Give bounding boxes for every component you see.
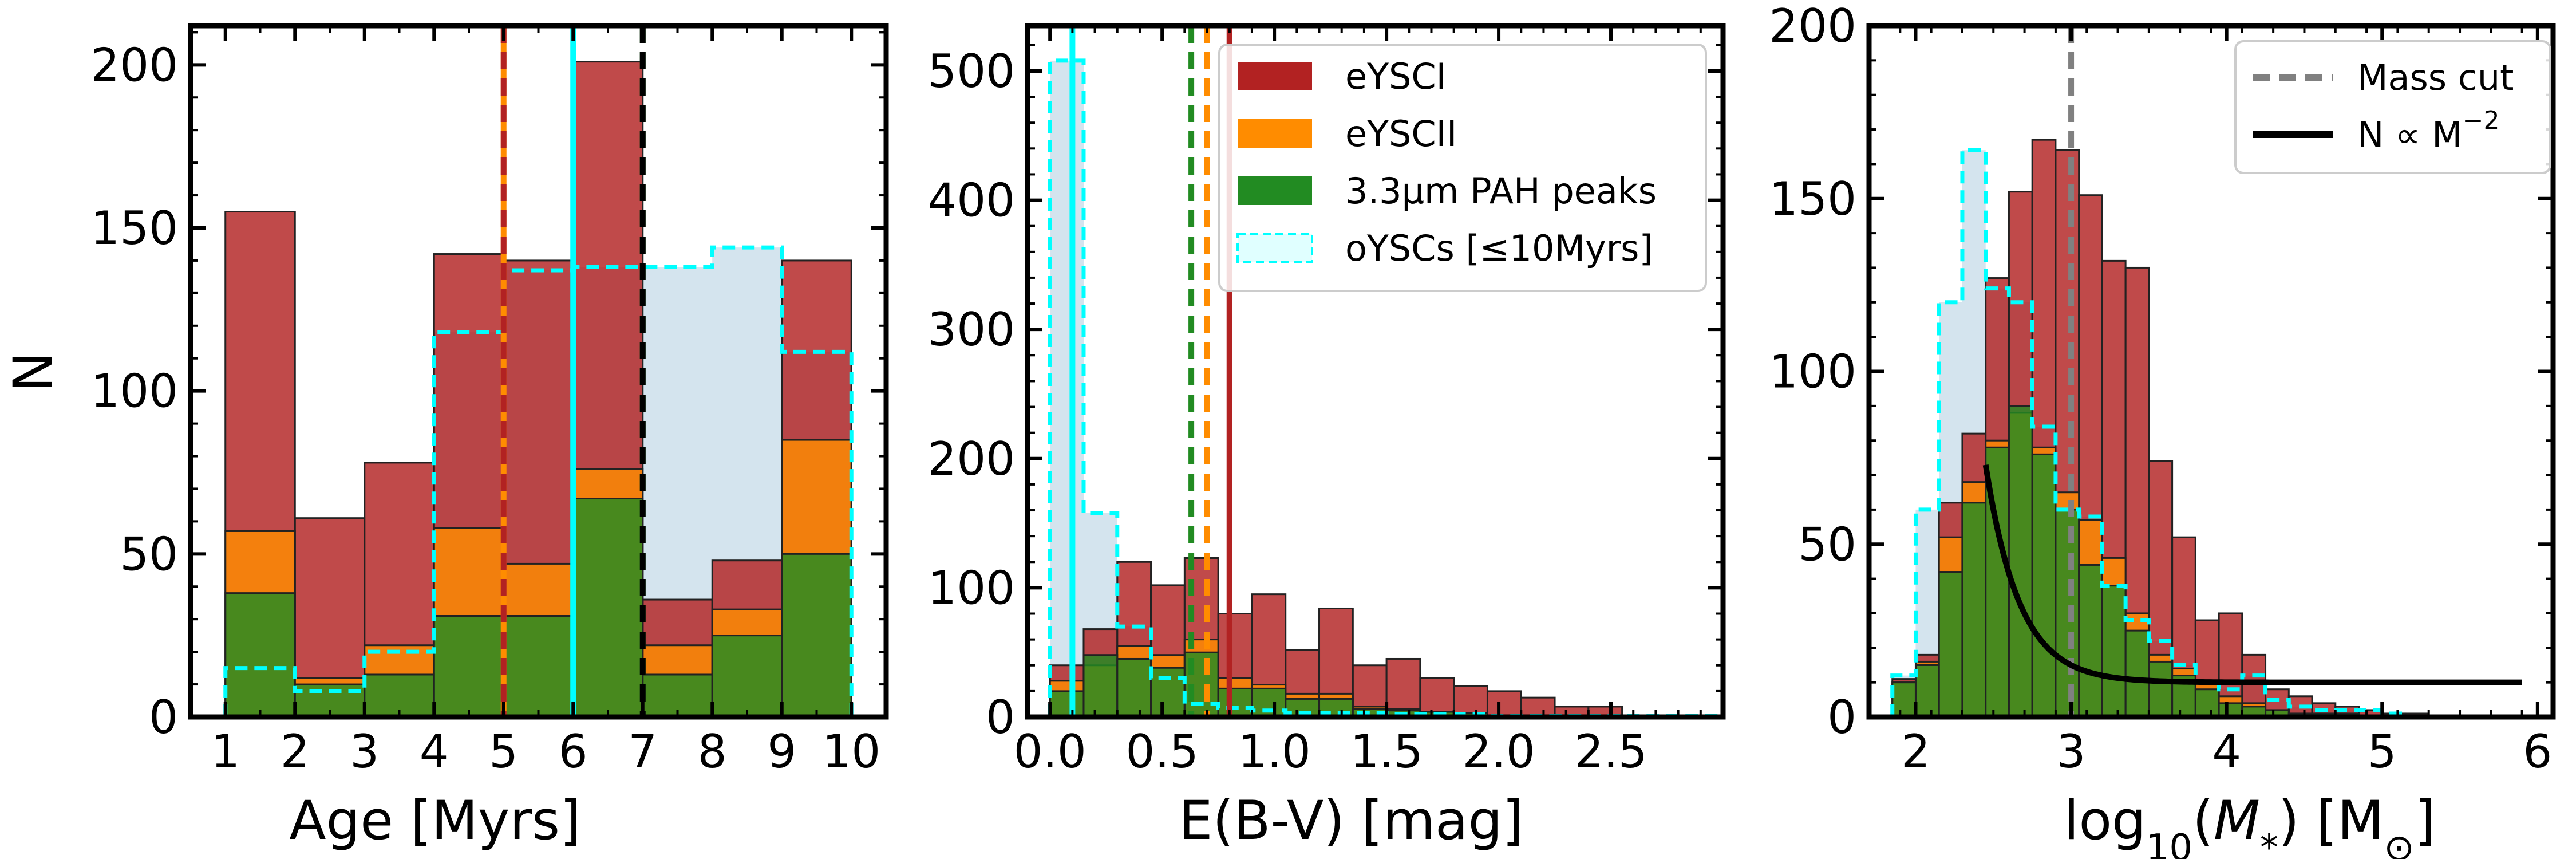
mass-ytick-label: 200: [1769, 0, 1856, 53]
mass-xtick-label: 6: [2523, 725, 2552, 778]
age-xtick-label: 1: [211, 725, 240, 778]
ebv-bar-pah: [1150, 667, 1186, 717]
mass-x-axis-label: log10(M*) [M⊙]: [2064, 790, 2435, 859]
age-xtick-label: 5: [489, 725, 518, 778]
legend-label-powerlaw: N ∝ M−2: [2357, 106, 2499, 156]
ebv-ytick-label: 200: [927, 432, 1015, 486]
ebv-x-axis-label: E(B-V) [mag]: [1179, 790, 1523, 852]
ebv-bar-pah: [1217, 687, 1253, 717]
ebv-bar-pah: [1082, 654, 1119, 717]
ebv-bar-eysci: [1453, 685, 1488, 717]
legend-label-pah: 3.3μm PAH peaks: [1345, 170, 1657, 212]
age-ytick-label: 0: [149, 691, 178, 744]
mass-oysc-outline: [1890, 148, 2429, 717]
ebv-xtick-label: 2.0: [1462, 725, 1535, 778]
age-bar-pah: [433, 615, 505, 717]
ebv-ytick-label: 300: [927, 303, 1015, 356]
ebv-ytick-label: 0: [986, 691, 1015, 744]
age-xtick-label: 4: [420, 725, 449, 778]
ebv-xtick-label: 1.0: [1238, 725, 1311, 778]
mass-bar-pah: [1914, 664, 1940, 717]
legend-label-mass-cut: Mass cut: [2357, 57, 2514, 98]
age-xtick-label: 3: [350, 725, 379, 778]
legend-swatch-eyscII: [1238, 119, 1312, 148]
mass-ytick-label: 50: [1798, 518, 1856, 571]
age-xtick-label: 9: [767, 725, 796, 778]
mass-xtick-label: 4: [2212, 725, 2241, 778]
age-xtick-label: 10: [822, 725, 880, 778]
ebv-xtick-label: 0.5: [1126, 725, 1199, 778]
mass-xtick-label: 5: [2368, 725, 2397, 778]
mass-bar-pah: [2148, 660, 2174, 717]
ebv-xtick-label: 2.5: [1574, 725, 1647, 778]
age-xtick-label: 2: [280, 725, 310, 778]
age-data: [223, 26, 854, 717]
age-xtick-label: 7: [628, 725, 657, 778]
legend-swatch-pah: [1238, 176, 1312, 205]
ebv-bar-eysci: [1486, 690, 1522, 717]
mass-data: [1890, 26, 2522, 717]
mass-bar-pah: [1938, 571, 1963, 717]
ebv-xtick-label: 0.0: [1014, 725, 1086, 778]
legend-label-eyscI: eYSCI: [1345, 56, 1447, 97]
mass-xtick-label: 3: [2057, 725, 2086, 778]
ebv-bar-pah: [1116, 657, 1152, 717]
ebv-bar-pah: [1049, 690, 1085, 717]
age-y-axis-label: N: [2, 352, 65, 392]
age-ytick-label: 200: [90, 38, 178, 92]
mass-bar-pah: [1891, 681, 1917, 717]
age-ytick-label: 150: [90, 202, 178, 255]
ebv-xtick-label: 1.5: [1350, 725, 1423, 778]
mass-histogram-panel: 2 3 4 5 6 0 50 100 150 200 log10(M*) [M⊙] Mass cu…: [1769, 0, 2556, 859]
ebv-bar-eysci: [1419, 677, 1455, 717]
age-bar-pah: [503, 615, 574, 717]
ebv-bar-eysci: [1385, 657, 1421, 717]
age-bar-pah: [224, 592, 296, 717]
mass-bar-pah: [2194, 688, 2220, 717]
ebv-histogram-panel: 0.0 0.5 1.0 1.5 2.0 2.5 0 100 200 300 400 500 E(B-V…: [927, 23, 1726, 852]
age-bar-pah: [711, 635, 783, 717]
age-xtick-label: 6: [559, 725, 588, 778]
age-xtick-label: 8: [698, 725, 727, 778]
mass-ytick-label: 0: [1827, 691, 1856, 744]
mass-ytick-label: 150: [1769, 172, 1856, 226]
ebv-ytick-label: 100: [927, 561, 1015, 614]
ebv-plot-frame: [1025, 23, 1726, 720]
mass-bar-pah: [2101, 585, 2127, 717]
mass-legend: Mass cut N ∝ M−2: [2234, 40, 2551, 174]
age-x-axis-label: Age [Myrs]: [289, 790, 580, 852]
mass-bar-pah: [2008, 405, 2033, 717]
mass-bar-pah: [2124, 629, 2150, 717]
mass-bar-pah: [2055, 509, 2080, 717]
age-ytick-label: 50: [120, 527, 178, 581]
mass-bar-pah: [2078, 564, 2103, 717]
ebv-ytick-label: 400: [927, 174, 1015, 227]
ebv-ytick-label: 500: [927, 45, 1015, 98]
ebv-legend-box: [1218, 44, 1707, 292]
mass-bar-pah: [2031, 453, 2057, 717]
ebv-legend: eYSCI eYSCII 3.3μm PAH peaks oYSCs [≤10M…: [1218, 44, 1707, 292]
ebv-data: [1048, 26, 1723, 717]
legend-swatch-eyscI: [1238, 62, 1312, 90]
mass-xtick-label: 2: [1901, 725, 1930, 778]
legend-label-eyscII: eYSCII: [1345, 113, 1457, 155]
mass-powerlaw-curve: [1982, 464, 2522, 685]
age-bar-pah: [781, 553, 852, 717]
ebv-bar-pah: [1251, 687, 1287, 717]
ebv-oysc-outline: [1048, 58, 1723, 717]
age-ytick-label: 100: [90, 365, 178, 418]
mass-ytick-label: 100: [1769, 345, 1856, 399]
legend-label-oysc: oYSCs [≤10Myrs]: [1345, 227, 1653, 269]
age-bar-pah: [572, 498, 644, 717]
mass-bar-pah: [1961, 502, 1987, 717]
legend-swatch-oysc: [1236, 233, 1313, 263]
